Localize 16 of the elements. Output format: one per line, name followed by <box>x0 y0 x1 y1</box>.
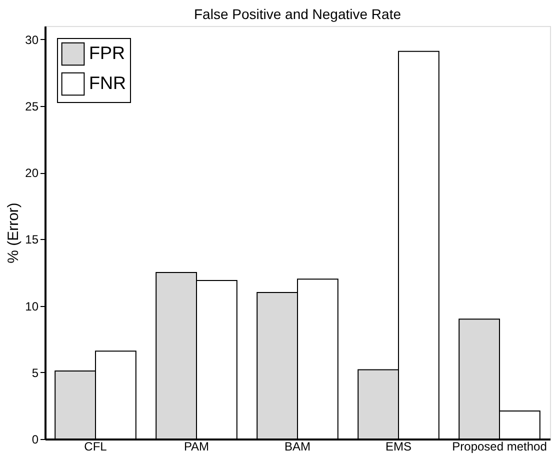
x-tick-label: PAM <box>184 440 210 454</box>
x-tick-label: EMS <box>385 440 412 454</box>
x-tick-label: Proposed method <box>452 440 547 454</box>
legend-label: FPR <box>89 43 125 63</box>
y-tick-label: 5 <box>32 366 39 380</box>
y-tick-label: 10 <box>25 299 39 314</box>
chart-title: False Positive and Negative Rate <box>194 6 402 22</box>
y-tick-label: 15 <box>25 232 39 247</box>
y-tick-label: 30 <box>25 32 39 47</box>
y-axis-title: % (Error) <box>5 202 22 264</box>
y-tick-label: 20 <box>25 166 39 180</box>
x-tick-label: BAM <box>284 440 311 454</box>
x-tick-label: CFL <box>84 440 108 454</box>
legend-label: FNR <box>89 73 126 93</box>
y-tick-label: 25 <box>25 99 39 114</box>
y-tick-label: 0 <box>32 432 39 446</box>
